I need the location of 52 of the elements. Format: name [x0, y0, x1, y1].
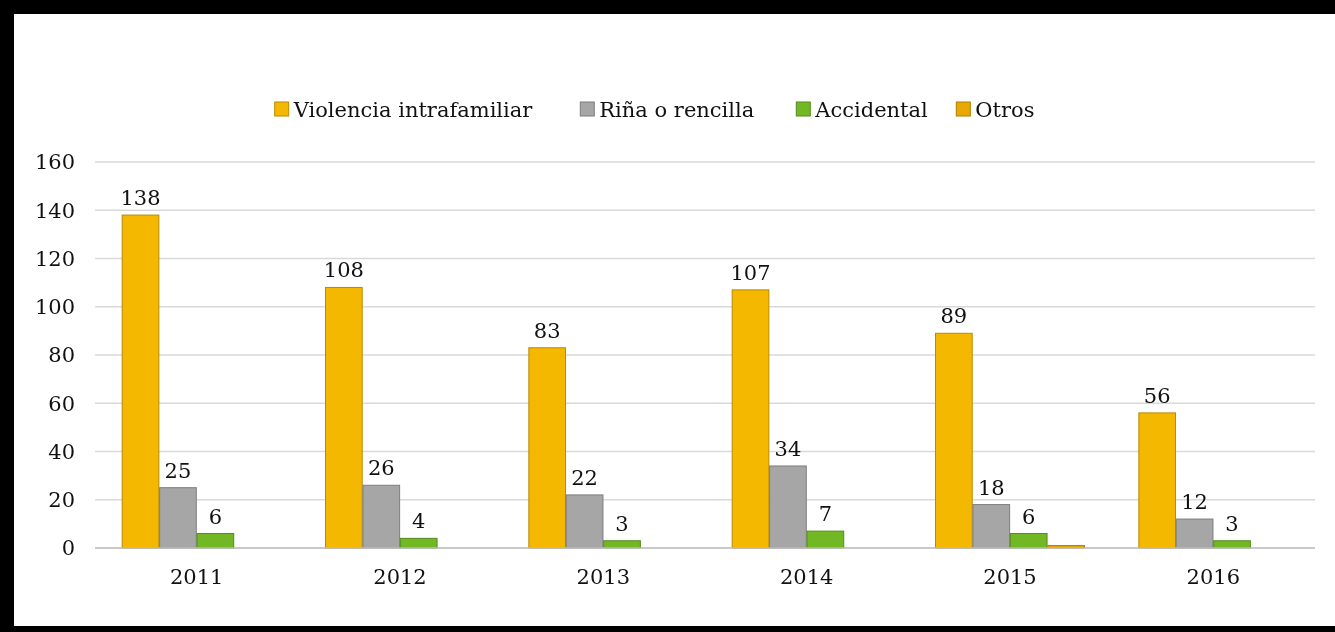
- bar: [935, 332, 973, 549]
- bar: [565, 494, 604, 549]
- data-label: 22: [571, 465, 598, 490]
- data-label: 4: [412, 509, 426, 534]
- bar: [972, 504, 1011, 549]
- data-label: 89: [940, 304, 968, 329]
- legend-label: Violencia intrafamiliar: [292, 98, 534, 123]
- bar: [1138, 412, 1177, 549]
- bar: [731, 289, 770, 549]
- legend-label: Riña o rencilla: [599, 98, 755, 123]
- data-label: 83: [533, 318, 561, 343]
- y-tick-label: 120: [34, 246, 75, 271]
- bar: [806, 530, 845, 549]
- y-tick-label: 20: [48, 488, 75, 513]
- data-label: 56: [1143, 383, 1171, 408]
- data-label: 18: [977, 475, 1005, 500]
- x-tick-label: 2013: [576, 565, 631, 589]
- data-label: 34: [774, 436, 802, 461]
- y-tick-label: 80: [48, 343, 75, 368]
- y-tick-label: 40: [48, 439, 75, 464]
- legend-label: Accidental: [814, 98, 929, 123]
- x-tick-label: 2014: [779, 565, 834, 589]
- bar: [196, 533, 235, 549]
- x-tick-label: 2012: [373, 565, 427, 589]
- legend-label: Otros: [975, 98, 1035, 123]
- y-tick-label: 160: [34, 150, 75, 175]
- data-label: 6: [1022, 504, 1036, 529]
- x-tick-label: 2011: [169, 565, 224, 589]
- bar: [528, 347, 567, 549]
- bar: [769, 465, 807, 549]
- data-label: 138: [120, 186, 161, 211]
- bar: [1009, 533, 1048, 549]
- y-tick-label: 100: [34, 295, 75, 320]
- data-label: 108: [323, 258, 364, 283]
- data-label: 6: [208, 504, 223, 529]
- data-label: 3: [615, 511, 629, 536]
- data-label: 12: [1181, 490, 1208, 515]
- data-label: 3: [1225, 511, 1239, 536]
- data-label: 7: [818, 502, 833, 527]
- x-tick-label: 2015: [983, 565, 1037, 589]
- y-tick-label: 0: [61, 536, 75, 561]
- bar: [1175, 518, 1214, 549]
- bar: [159, 487, 197, 549]
- bar: [325, 286, 363, 549]
- bar: [121, 214, 160, 549]
- data-label: 25: [164, 458, 192, 483]
- x-tick-label: 2016: [1186, 565, 1241, 589]
- y-tick-label: 60: [48, 391, 75, 416]
- y-tick-label: 140: [34, 198, 75, 223]
- data-label: 26: [367, 456, 395, 481]
- bar: [362, 484, 401, 549]
- data-label: 107: [730, 260, 771, 285]
